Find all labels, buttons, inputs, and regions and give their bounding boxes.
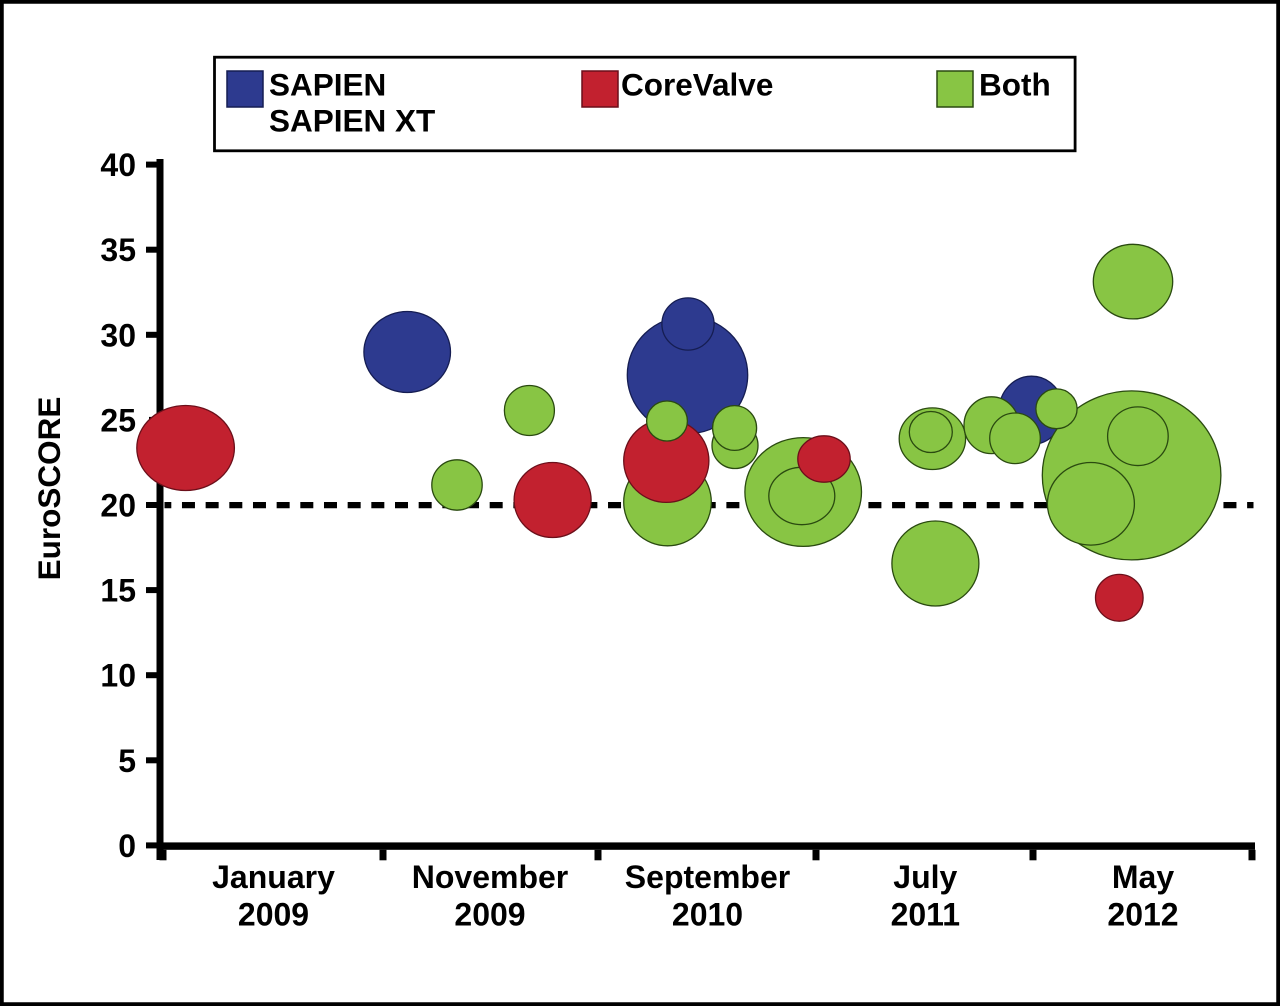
svg-text:15: 15 [100,573,136,609]
svg-text:0: 0 [118,828,136,864]
svg-text:September: September [625,859,790,895]
svg-text:5: 5 [118,743,136,779]
svg-text:CoreValve: CoreValve [621,67,773,103]
svg-text:2009: 2009 [454,897,525,933]
svg-text:40: 40 [100,147,136,183]
svg-text:EuroSCORE: EuroSCORE [31,397,67,581]
svg-text:10: 10 [100,658,136,694]
svg-text:2010: 2010 [672,897,743,933]
svg-text:25: 25 [100,402,136,438]
svg-text:35: 35 [100,232,136,268]
svg-text:2011: 2011 [891,897,960,933]
svg-text:Both: Both [979,67,1051,103]
svg-text:2009: 2009 [238,897,309,933]
svg-text:May: May [1112,859,1174,895]
svg-text:January: January [212,859,335,895]
svg-text:SAPIEN: SAPIEN [269,67,386,103]
svg-text:2012: 2012 [1107,897,1178,933]
svg-text:November: November [412,859,569,895]
svg-text:July: July [893,859,957,895]
svg-text:30: 30 [100,317,136,353]
svg-text:20: 20 [100,488,136,524]
svg-text:SAPIEN XT: SAPIEN XT [269,103,435,139]
